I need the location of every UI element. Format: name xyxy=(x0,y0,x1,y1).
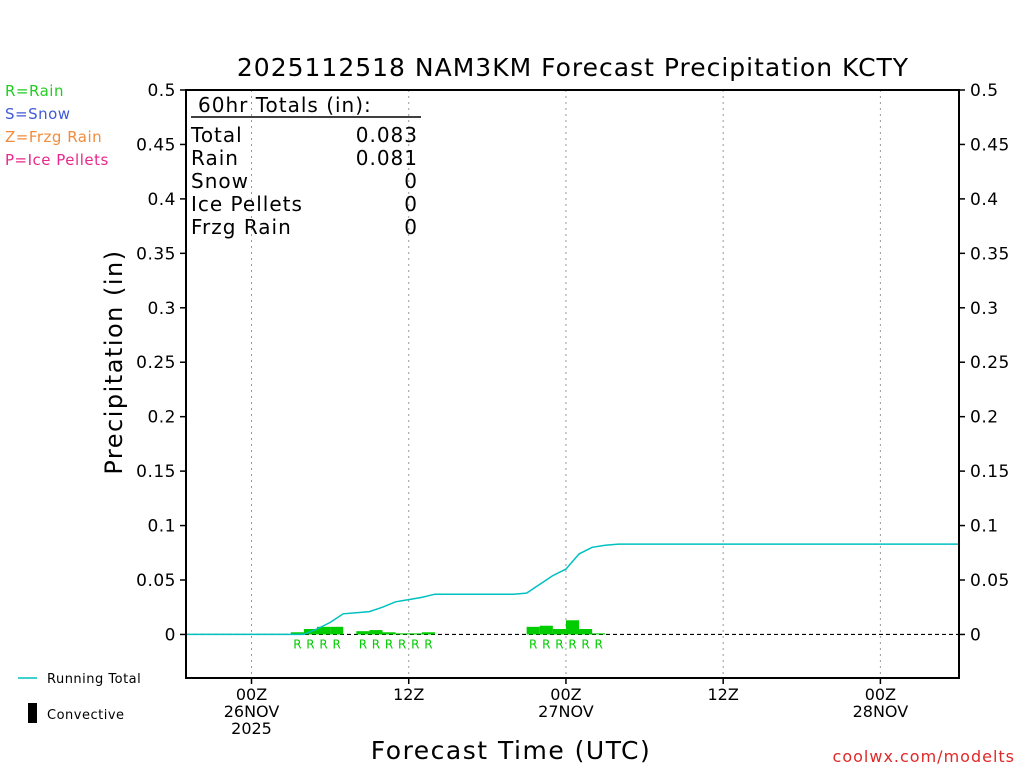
x-tick-label: 2025 xyxy=(231,719,272,738)
y-tick-label: 0.45 xyxy=(970,135,1010,155)
precip-type-label: R xyxy=(529,637,537,651)
precip-type-legend-item: R=Rain xyxy=(5,82,64,100)
totals-label: Ice Pellets xyxy=(191,192,303,216)
y-tick-label: 0.2 xyxy=(970,408,999,428)
y-tick-label: 0.35 xyxy=(136,244,176,264)
precip-type-label: R xyxy=(398,637,406,651)
line-legend: Running Total Convective xyxy=(18,672,141,723)
precip-bar xyxy=(408,633,422,635)
x-tick-label: 00Z xyxy=(550,685,581,704)
totals-label: Frzg Rain xyxy=(191,215,292,239)
totals-box: 60hr Totals (in): Total 0.083 Rain 0.081 Sno… xyxy=(190,93,421,239)
precip-type-label: R xyxy=(293,637,301,651)
y-tick-label: 0.2 xyxy=(147,408,176,428)
totals-value: 0 xyxy=(404,215,418,239)
precip-bar xyxy=(421,632,435,635)
precip-type-label: R xyxy=(424,637,432,651)
x-tick-label: 27NOV xyxy=(538,702,594,721)
y-tick-label: 0.05 xyxy=(970,571,1010,591)
totals-label: Snow xyxy=(191,169,249,193)
y-tick-label: 0 xyxy=(970,625,981,645)
plot-frame xyxy=(185,89,960,679)
precip-bar xyxy=(317,626,331,635)
y-tick-label: 0.1 xyxy=(147,517,176,537)
precip-type-legend-item: P=Ice Pellets xyxy=(5,151,109,169)
precip-type-label: R xyxy=(581,637,589,651)
y-axis-right: 0 0.05 0.1 0.15 0.2 0.25 0.3 0.35 0.4 0.45 0.5 xyxy=(959,81,1010,645)
precip-type-legend-item: Z=Frzg Rain xyxy=(5,128,102,146)
totals-label: Rain xyxy=(191,146,239,170)
y-tick-label: 0.15 xyxy=(970,462,1010,482)
precip-type-legend-item: S=Snow xyxy=(5,105,71,123)
y-axis-left: 0 0.05 0.1 0.15 0.2 0.25 0.3 0.35 0.4 0.45 0.5 xyxy=(136,81,186,645)
precip-type-label: R xyxy=(332,637,340,651)
y-tick-label: 0.3 xyxy=(970,299,999,319)
y-axis-label: Precipitation (in) xyxy=(100,249,128,474)
running-total-line xyxy=(186,543,959,636)
x-axis-label: Forecast Time (UTC) xyxy=(371,736,651,765)
precip-type-label: R xyxy=(555,637,563,651)
convective-legend-label: Convective xyxy=(47,708,125,723)
x-tick-label: 12Z xyxy=(708,685,739,704)
x-tick-label: 28NOV xyxy=(853,702,909,721)
totals-value: 0.081 xyxy=(356,146,418,170)
precip-type-label: R xyxy=(595,637,603,651)
totals-label: Total xyxy=(190,123,243,147)
x-tick-label: 00Z xyxy=(865,685,896,704)
precip-type-label: R xyxy=(306,637,314,651)
totals-value: 0 xyxy=(404,169,418,193)
x-tick-label: 12Z xyxy=(393,685,424,704)
precip-bar xyxy=(395,633,409,635)
precip-type-legend: R=Rain S=Snow Z=Frzg Rain P=Ice Pellets xyxy=(5,82,109,169)
precip-bar xyxy=(369,630,383,635)
precip-bar xyxy=(539,625,553,635)
y-tick-label: 0.1 xyxy=(970,517,999,537)
precip-bar xyxy=(579,629,593,635)
y-tick-label: 0.35 xyxy=(970,244,1010,264)
y-tick-label: 0.3 xyxy=(147,299,176,319)
y-tick-label: 0.4 xyxy=(147,190,176,210)
precip-type-label: R xyxy=(319,637,327,651)
x-tick-label: 26NOV xyxy=(224,702,280,721)
chart-title: 2025112518 NAM3KM Forecast Precipitation… xyxy=(237,53,909,82)
precip-type-label: R xyxy=(542,637,550,651)
y-tick-label: 0.15 xyxy=(136,462,176,482)
precip-bar xyxy=(565,620,580,635)
footer-url: coolwx.com/modelts xyxy=(833,747,1015,766)
precip-type-label: R xyxy=(411,637,419,651)
precip-bar xyxy=(592,633,606,635)
precip-bar xyxy=(552,629,566,635)
totals-value: 0 xyxy=(404,192,418,216)
convective-swatch xyxy=(28,703,37,723)
precip-type-label: R xyxy=(372,637,380,651)
precip-bar xyxy=(526,626,540,635)
totals-heading: 60hr Totals (in): xyxy=(198,93,372,117)
y-tick-label: 0 xyxy=(165,625,176,645)
y-tick-label: 0.25 xyxy=(136,353,176,373)
precip-bar xyxy=(290,632,304,635)
precip-type-label: R xyxy=(359,637,367,651)
running-total-legend-label: Running Total xyxy=(47,672,141,687)
y-tick-label: 0.05 xyxy=(136,571,176,591)
precip-type-label: R xyxy=(385,637,393,651)
y-tick-label: 0.4 xyxy=(970,190,999,210)
totals-value: 0.083 xyxy=(356,123,418,147)
running-total-polyline xyxy=(186,543,959,636)
y-tick-label: 0.5 xyxy=(147,81,176,101)
precip-bar xyxy=(330,626,344,635)
y-tick-label: 0.45 xyxy=(136,135,176,155)
y-tick-label: 0.25 xyxy=(970,353,1010,373)
precip-bar xyxy=(356,631,370,635)
x-tick-label: 00Z xyxy=(236,685,267,704)
precip-type-label: R xyxy=(568,637,576,651)
grid-lines xyxy=(186,90,959,678)
y-tick-label: 0.5 xyxy=(970,81,999,101)
precip-bar xyxy=(382,632,396,635)
